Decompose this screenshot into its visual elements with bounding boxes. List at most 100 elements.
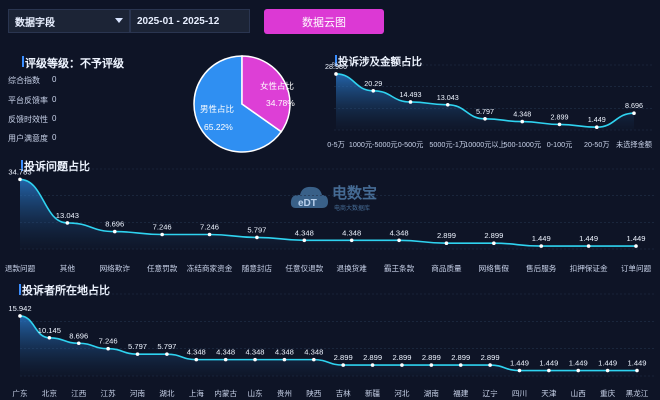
category-label: 任意罚款	[147, 263, 178, 273]
category-label: 订单问题	[621, 263, 652, 273]
data-label: 4.348	[187, 348, 206, 357]
category-label: 江西	[71, 389, 87, 398]
category-label: 退换货难	[337, 263, 368, 273]
category-label: 任意仅退款	[285, 263, 323, 273]
data-label: 20.29	[364, 79, 382, 88]
watermark-logo-text: eDT	[298, 198, 317, 209]
data-label: 15.942	[8, 304, 31, 313]
category-label: 商品质量	[431, 263, 462, 273]
data-cloud-button[interactable]: 数据云图	[264, 9, 384, 34]
series-area	[20, 315, 637, 376]
brand-watermark: eDT 电数宝 电商大数据库	[288, 178, 398, 218]
chart-title: 投诉问题占比	[24, 159, 90, 173]
data-label: 1.449	[532, 234, 551, 243]
data-label: 4.348	[246, 348, 265, 357]
field-select[interactable]: 数据字段	[8, 9, 130, 33]
metric-label: 平台反馈率	[8, 96, 48, 105]
data-label: 5.797	[157, 342, 176, 351]
data-point	[397, 238, 401, 243]
date-range-select[interactable]: 2025-01 - 2025-12	[130, 9, 250, 33]
male-share-value: 65.22%	[204, 122, 233, 132]
data-point	[18, 177, 22, 182]
category-label: 辽宁	[483, 388, 499, 398]
data-label: 4.348	[216, 348, 235, 357]
category-label: 天津	[541, 389, 557, 398]
metric-value: 0	[52, 114, 57, 123]
category-label: 0-100元	[547, 140, 573, 149]
gender-pie-chart: 女性占比 34.78% 男性占比 65.22%	[193, 55, 295, 153]
category-label: 湖南	[424, 388, 440, 398]
data-point	[253, 357, 257, 362]
data-label: 34.783	[8, 167, 31, 176]
data-label: 10.145	[38, 326, 61, 335]
data-label: 7.246	[153, 223, 172, 232]
data-point	[408, 100, 413, 104]
category-label: 霸王条款	[384, 263, 415, 273]
category-label: 山西	[571, 388, 587, 398]
data-point	[255, 235, 259, 240]
date-range-label: 2025-01 - 2025-12	[137, 15, 220, 27]
category-label: 北京	[42, 388, 58, 398]
data-point	[106, 346, 110, 351]
data-point	[223, 357, 228, 362]
data-label: 14.493	[400, 90, 422, 99]
category-label: 0-5万	[327, 140, 345, 149]
category-label: 内蒙古	[214, 388, 237, 398]
category-label: 退款问题	[5, 263, 36, 273]
chart-title: 投诉涉及金额占比	[338, 55, 422, 68]
category-label: 网络欺诈	[100, 263, 131, 273]
data-label: 1.449	[539, 359, 558, 368]
data-point	[349, 238, 354, 243]
category-label: 随意封店	[242, 263, 273, 273]
data-label: 13.043	[437, 93, 459, 102]
data-point	[165, 352, 169, 356]
data-point	[586, 244, 591, 248]
section-accent	[21, 160, 23, 171]
pie-slice-female	[241, 55, 291, 133]
data-point	[76, 341, 81, 346]
category-label: 黑龙江	[626, 388, 649, 398]
data-point	[445, 102, 450, 107]
category-label: 重庆	[600, 388, 616, 398]
data-point	[632, 111, 636, 115]
data-label: 2.899	[392, 353, 411, 362]
data-label: 8.696	[625, 101, 643, 110]
chevron-down-icon	[115, 18, 123, 23]
data-label: 7.246	[200, 223, 219, 232]
data-label: 2.899	[422, 353, 441, 362]
category-label: 河北	[394, 389, 410, 398]
data-point	[47, 336, 52, 340]
data-point	[547, 368, 551, 373]
data-label: 2.899	[484, 231, 503, 240]
data-label: 1.449	[569, 359, 588, 368]
section-accent	[22, 56, 24, 67]
category-label: 福建	[453, 388, 469, 398]
category-label: 上海	[189, 388, 205, 398]
data-point	[605, 368, 610, 373]
data-point	[302, 238, 307, 243]
category-label: 湖北	[159, 389, 175, 398]
metric-label: 用户满意度	[8, 134, 48, 143]
category-label: 四川	[512, 389, 527, 398]
data-label: 7.246	[99, 337, 118, 346]
series-area	[20, 179, 636, 249]
data-label: 1.449	[510, 359, 529, 368]
data-label: 2.899	[481, 353, 500, 362]
data-point	[520, 119, 525, 124]
data-point	[65, 221, 70, 225]
category-label: 20-50万	[584, 140, 610, 149]
data-point	[18, 314, 22, 318]
data-point	[341, 363, 345, 367]
location-share-chart: 投诉者所在地占比 15.942 广东 10.145 北京 8.696 江西 7.246 江苏 5.…	[8, 283, 654, 398]
category-label: 吉林	[336, 388, 352, 398]
data-point	[334, 72, 338, 76]
data-point	[371, 88, 376, 93]
data-point	[312, 357, 316, 362]
category-label: 0-500元	[398, 140, 424, 149]
data-point	[160, 232, 164, 237]
data-label: 2.899	[334, 353, 353, 362]
data-point	[112, 229, 117, 234]
data-point	[194, 357, 199, 362]
data-label: 1.449	[627, 359, 646, 368]
data-point	[400, 363, 404, 367]
